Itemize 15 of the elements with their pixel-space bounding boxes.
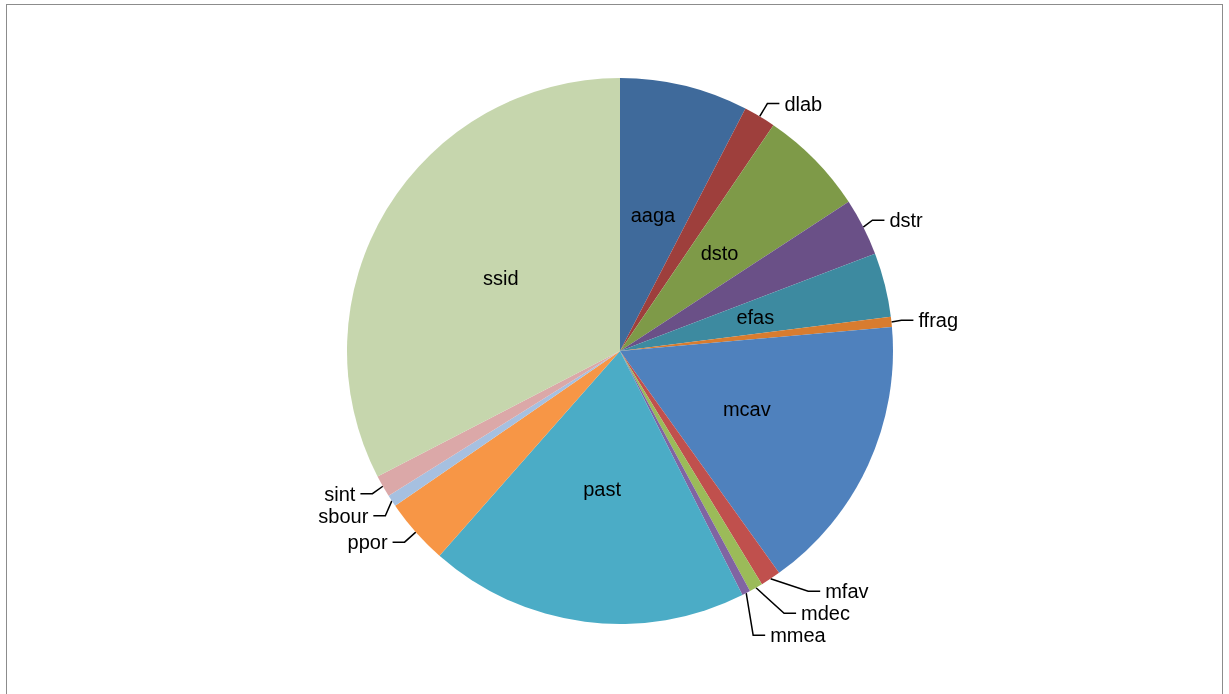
slice-label: ssid	[483, 267, 519, 290]
slice-label: efas	[736, 306, 775, 329]
slice-label: dsto	[700, 242, 739, 265]
slice-label: ffrag	[918, 309, 959, 332]
slice-label: sbour	[318, 504, 369, 527]
slice-label: mmea	[770, 624, 827, 647]
slice-label: mcav	[722, 398, 771, 421]
slice-label: mfav	[825, 580, 869, 603]
slice-label: mdec	[801, 602, 850, 625]
slice-label: dlab	[784, 92, 823, 115]
slice-label: sint	[324, 482, 356, 505]
slice-label: past	[583, 478, 622, 501]
slice-label: aaga	[630, 204, 677, 227]
slice-label: dstr	[889, 209, 924, 232]
slice-label: ppor	[347, 531, 388, 554]
